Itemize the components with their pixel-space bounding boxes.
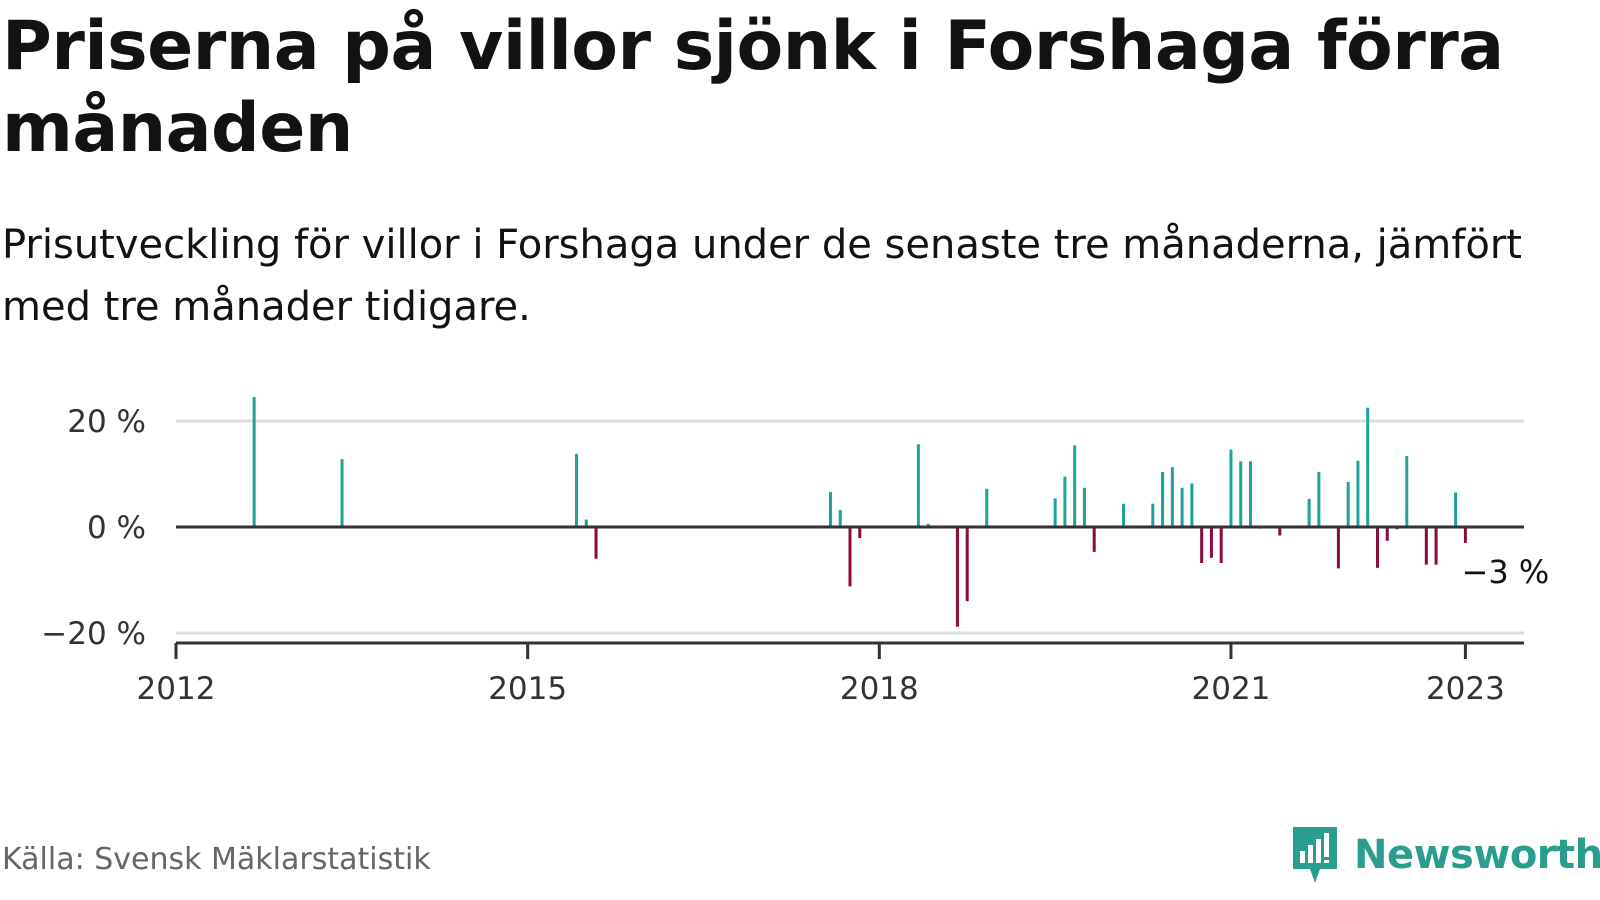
newsworthy-logo[interactable]: Newsworthy	[1290, 822, 1600, 888]
bar	[1346, 481, 1350, 527]
bar	[584, 519, 588, 527]
bar	[340, 459, 344, 527]
bar	[1209, 527, 1213, 558]
bar	[916, 444, 920, 527]
bar	[1239, 461, 1243, 527]
x-tick-label: 2023	[1426, 671, 1505, 707]
chart-title: Priserna på villor sjönk i Forshaga förr…	[2, 7, 1504, 168]
bar	[1053, 498, 1057, 527]
bar	[1307, 498, 1311, 527]
bar	[1454, 492, 1458, 527]
labels: 20 % 0 % −20 % 2012 2015 2018 2021 2023 −3 %	[41, 404, 1549, 707]
bar	[1200, 527, 1204, 564]
bar	[1229, 449, 1233, 527]
bar	[838, 510, 842, 527]
bar	[1161, 471, 1165, 527]
bar	[828, 492, 832, 527]
bar	[965, 527, 969, 602]
bar	[1248, 461, 1252, 527]
bar	[926, 523, 930, 527]
bar	[1375, 527, 1379, 568]
bar	[1151, 503, 1155, 527]
bar	[1463, 527, 1467, 543]
axes	[174, 525, 1524, 659]
bar	[1092, 527, 1096, 552]
bar	[1170, 467, 1174, 527]
bar	[1082, 487, 1086, 527]
bar	[858, 527, 862, 539]
source-note: Källa: Svensk Mäklarstatistik	[2, 842, 431, 877]
y-tick-label: −20 %	[41, 616, 146, 652]
last-value-label: −3 %	[1462, 553, 1550, 591]
bar	[955, 527, 959, 627]
bar	[1180, 487, 1184, 527]
bar	[1063, 476, 1067, 527]
bar	[1424, 527, 1428, 565]
bar	[1385, 527, 1389, 541]
bar	[848, 527, 852, 587]
bar	[1219, 527, 1223, 564]
bar	[252, 397, 256, 527]
bar	[594, 527, 598, 559]
x-tick-label: 2012	[137, 671, 216, 707]
newsworthy-logo-icon	[1293, 827, 1337, 883]
bar	[1317, 471, 1321, 527]
bars	[252, 397, 1467, 627]
chart-subtitle: Prisutveckling för villor i Forshaga und…	[2, 222, 1522, 330]
bar	[1434, 527, 1438, 565]
bar	[1073, 445, 1077, 527]
bar	[1278, 527, 1282, 536]
bar	[1405, 455, 1409, 527]
bar	[1190, 483, 1194, 527]
brand-name: Newsworthy	[1354, 832, 1600, 878]
bar	[1336, 527, 1340, 569]
bar-chart: 20 % 0 % −20 % 2012 2015 2018 2021 2023 −3 %	[41, 397, 1549, 707]
y-tick-label: 0 %	[87, 510, 146, 546]
y-tick-label: 20 %	[67, 404, 146, 440]
bar	[1356, 460, 1360, 527]
x-tick-label: 2021	[1192, 671, 1271, 707]
x-tick-label: 2018	[840, 671, 919, 707]
gridlines	[176, 419, 1524, 635]
bar	[1366, 407, 1370, 527]
bar	[574, 453, 578, 527]
bar	[985, 488, 989, 527]
x-tick-label: 2015	[488, 671, 567, 707]
bar	[1122, 503, 1126, 527]
